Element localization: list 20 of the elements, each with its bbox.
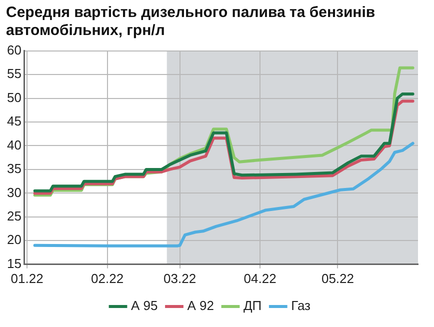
y-tick-label: 30 bbox=[6, 184, 22, 200]
y-tick-label: 55 bbox=[6, 66, 22, 82]
y-tick-label: 40 bbox=[6, 137, 22, 152]
y-tick-label: 50 bbox=[6, 90, 22, 105]
chart-title: Середня вартість дизельного палива та бензинів автомобільних, грн/л bbox=[5, 3, 376, 40]
x-tick-label: 01.22 bbox=[10, 270, 44, 286]
x-tick-label: 05.22 bbox=[321, 270, 354, 286]
y-tick-label: 45 bbox=[6, 114, 22, 129]
legend-label: А 95 bbox=[131, 298, 158, 314]
y-tick-label: 15 bbox=[6, 256, 22, 271]
x-tick-label: 03.22 bbox=[164, 270, 196, 286]
legend-label: Газ bbox=[291, 298, 311, 314]
legend-label: А 92 bbox=[187, 298, 214, 314]
x-tick-label: 02.22 bbox=[91, 270, 124, 286]
y-tick-label: 35 bbox=[6, 161, 22, 176]
x-tick-label: 04.22 bbox=[244, 270, 276, 286]
y-tick-label: 60 bbox=[6, 42, 22, 58]
y-tick-label: 25 bbox=[6, 208, 22, 224]
legend-label: ДП bbox=[243, 298, 262, 314]
y-tick-label: 20 bbox=[6, 232, 22, 248]
